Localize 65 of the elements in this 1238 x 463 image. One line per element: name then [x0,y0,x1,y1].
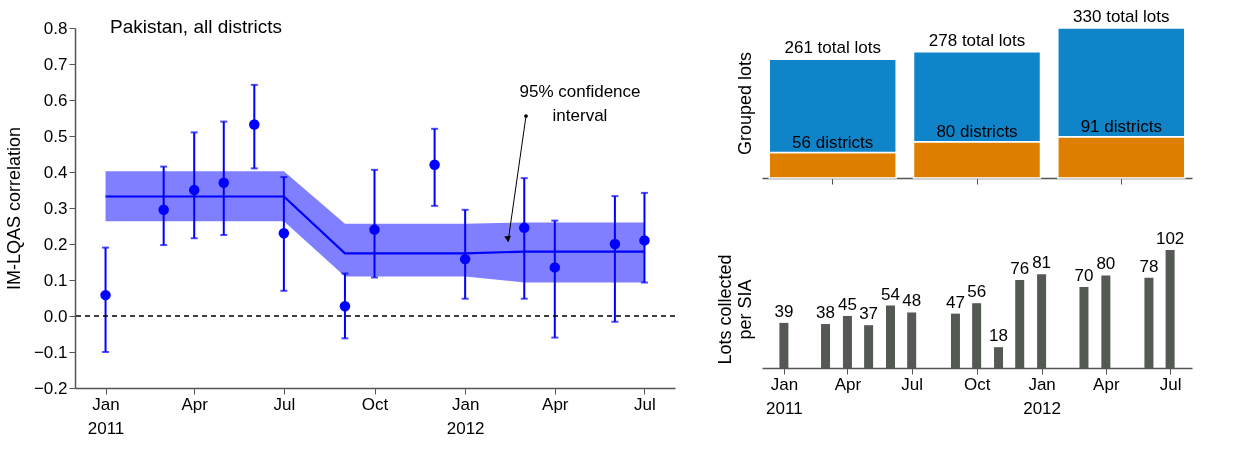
data-label: 38 [816,303,836,323]
point [249,119,260,130]
data-label: 54 [881,284,900,304]
data-label: 48 [902,291,922,311]
chart-title: Pakistan, all districts [110,16,283,37]
y-tick-label: 0.5 [43,126,68,146]
point [218,177,230,189]
x-tick-label: Jan 2011 [87,394,125,438]
data-label: 45 [837,294,857,314]
point [158,204,169,216]
data-label: 18 [989,326,1008,346]
data-label: 70 [1074,266,1094,286]
point [369,224,380,235]
x-tick-label: Apr [834,374,862,394]
data-label: 56 [967,282,987,302]
x-tick-label: Oct [963,374,991,394]
total-label: 330 total lots [1073,7,1170,26]
total-label: 261 total lots [784,38,881,58]
y-axis-title: Lots collected per SIA [714,254,755,365]
point [639,235,650,246]
point [549,262,561,273]
x-tick-label: Jul [901,374,924,394]
point [188,184,200,196]
x-tick-label: Jul [634,394,656,414]
data-label: 102 [1155,229,1185,248]
x-tick-label: Oct [361,394,389,414]
y-tick-label: 0.3 [43,198,68,218]
y-tick-label: −0.1 [33,342,68,362]
annotation: 95% confidence interval [519,82,641,125]
data-label: 47 [946,292,965,312]
total-label: 278 total lots [928,30,1026,50]
x-tick-label: Jul [1159,374,1182,394]
data-label: 91 districts [1080,116,1162,136]
y-tick-label: 0.4 [43,162,68,182]
y-tick-label: −0.2 [33,378,68,398]
data-label: 80 [1096,254,1116,274]
x-tick-label: Jan 2012 [1023,374,1062,418]
point [278,227,290,239]
data-label: 56 districts [792,132,874,152]
x-tick-label: Jan 2011 [766,374,803,418]
y-tick-label: 0.1 [43,270,68,290]
y-tick-label: 0.0 [43,306,68,326]
y-tick-label: 0.7 [43,54,68,74]
data-label: 39 [774,301,794,321]
point [100,289,111,301]
x-tick-label: Jan 2012 [446,394,485,438]
y-axis-title: Grouped lots [734,51,755,156]
point [609,238,621,250]
data-label: 81 [1032,253,1052,273]
data-label: 37 [859,304,879,324]
point [429,159,440,171]
x-tick-label: Jul [273,394,296,414]
data-label: 76 [1010,259,1030,279]
data-label: 80 districts [936,121,1018,141]
point [519,222,530,234]
data-label: 78 [1139,256,1159,276]
y-axis-title: IM-LQAS correlation [3,126,24,291]
x-tick-label: Apr [542,394,569,414]
y-tick-label: 0.6 [43,90,68,110]
y-tick-label: 0.8 [43,18,68,38]
y-tick-label: 0.2 [43,234,68,254]
point [459,253,471,265]
x-tick-label: Apr [1093,374,1120,394]
x-tick-label: Apr [181,394,209,414]
point [339,301,351,312]
